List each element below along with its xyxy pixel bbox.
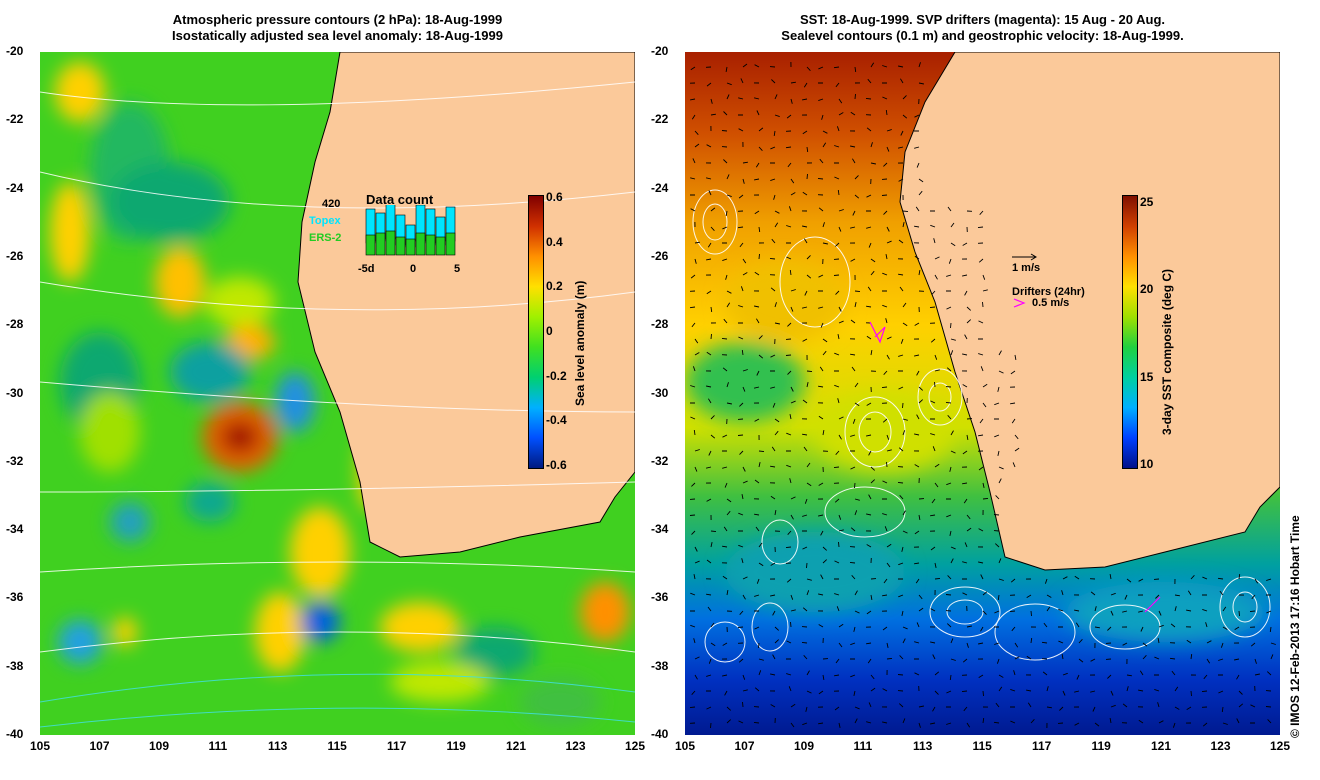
right-title-line2: Sealevel contours (0.1 m) and geostrophi…: [781, 28, 1184, 43]
drifter-legend-arrow: [1013, 298, 1026, 308]
left-x-tick-label: 105: [30, 739, 51, 753]
ers2-count-bar: [425, 234, 436, 256]
sea-level-colorbar-tick: -0.6: [546, 458, 567, 472]
ers2-count-bar: [385, 230, 396, 256]
data-count-max: 420: [322, 198, 341, 210]
left-y-tick-label: -40: [6, 727, 24, 741]
left-y-tick-label: -22: [6, 112, 24, 127]
right-y-tick-label: -38: [651, 658, 669, 673]
data-count-xtick-zero: 0: [410, 263, 417, 275]
velocity-legend-arrow: [1012, 253, 1037, 261]
data-count-xtick-max: 5: [454, 263, 461, 275]
left-x-tick-label: 111: [208, 739, 228, 753]
sea-level-colorbar-tick: -0.2: [546, 368, 567, 383]
right-y-tick-label: -20: [651, 44, 669, 58]
drifter-legend-value: 0.5 m/s: [1032, 297, 1070, 309]
sea-level-anomaly-map[interactable]: [40, 52, 635, 735]
left-y-tick-label: -38: [6, 658, 24, 673]
left-x-tick-label: 107: [89, 739, 110, 753]
right-y-tick-label: -30: [651, 385, 669, 400]
sst-colorbar-label: 3-day SST composite (deg C): [1160, 268, 1174, 435]
sea-level-colorbar-tick: 0: [546, 324, 553, 338]
data-count-histogram: [365, 205, 456, 256]
left-title-line2: Isostatically adjusted sea level anomaly…: [172, 28, 503, 43]
left-y-tick-label: -24: [6, 180, 24, 195]
left-x-tick-label: 121: [506, 739, 527, 753]
left-y-tick-label: -36: [6, 590, 24, 605]
sst-colorbar-tick: 25: [1140, 195, 1154, 209]
sst-colorbar-tick: 10: [1140, 457, 1154, 471]
data-count-xtick-min: -5d: [358, 263, 375, 275]
left-x-tick-label: 109: [149, 739, 170, 753]
right-x-tick-label: 107: [734, 739, 755, 753]
sst-colorbar-tick: 15: [1140, 369, 1154, 384]
left-y-tick-label: -30: [6, 385, 24, 400]
left-y-tick-label: -32: [6, 453, 24, 468]
left-y-tick-label: -34: [6, 522, 24, 537]
left-x-tick-label: 113: [268, 739, 288, 753]
sea-level-colorbar: [528, 195, 544, 469]
right-y-tick-label: -36: [651, 590, 669, 605]
sst-colorbar-tick: 20: [1140, 282, 1154, 297]
sea-level-colorbar-tick: 0.4: [546, 234, 563, 249]
right-x-tick-label: 125: [1270, 739, 1291, 753]
right-x-tick-label: 109: [794, 739, 815, 753]
data-count-ers2-label: ERS-2: [309, 232, 342, 244]
ers2-count-bar: [405, 238, 416, 256]
left-x-tick-label: 119: [446, 739, 466, 753]
right-x-tick-label: 111: [853, 739, 873, 753]
right-x-tick-label: 115: [972, 739, 992, 753]
ers2-count-bar: [375, 232, 386, 256]
left-y-tick-label: -26: [6, 248, 24, 263]
left-x-tick-label: 125: [625, 739, 646, 753]
sea-level-colorbar-tick: -0.4: [546, 413, 567, 428]
right-y-tick-label: -32: [651, 453, 669, 468]
right-x-tick-label: 113: [913, 739, 933, 753]
left-y-tick-label: -20: [6, 44, 24, 58]
right-x-tick-label: 105: [675, 739, 696, 753]
right-title-line1: SST: 18-Aug-1999. SVP drifters (magenta)…: [799, 12, 1166, 27]
ers2-count-bar: [365, 234, 376, 256]
data-count-topex-label: Topex: [309, 215, 341, 227]
left-x-tick-label: 117: [387, 739, 407, 753]
velocity-legend-label: 1 m/s: [1012, 262, 1041, 274]
sea-level-colorbar-tick: 0.6: [546, 190, 563, 204]
sea-level-colorbar-label: Sea level anomaly (m): [573, 280, 587, 406]
right-y-tick-label: -26: [651, 248, 669, 263]
left-x-tick-label: 123: [565, 739, 586, 753]
ers2-count-bar: [445, 232, 456, 256]
drifter-legend-title: Drifters (24hr): [1012, 286, 1085, 298]
right-y-tick-label: -28: [651, 317, 669, 332]
right-y-tick-label: -24: [651, 180, 669, 195]
left-title-line1: Atmospheric pressure contours (2 hPa): 1…: [172, 12, 503, 27]
sea-level-colorbar-tick: 0.2: [546, 279, 563, 294]
right-x-tick-label: 119: [1091, 739, 1111, 753]
right-x-tick-label: 121: [1151, 739, 1172, 753]
right-y-tick-label: -22: [651, 112, 669, 127]
credit-text: © IMOS 12-Feb-2013 17:16 Hobart Time: [1288, 515, 1302, 738]
left-x-tick-label: 115: [327, 739, 347, 753]
sst-map[interactable]: [685, 52, 1280, 735]
left-y-tick-label: -28: [6, 317, 24, 332]
data-count-title: Data count: [366, 192, 434, 207]
ers2-count-bar: [395, 236, 406, 256]
right-x-tick-label: 117: [1032, 739, 1052, 753]
geostrophic-velocity-arrows: [689, 61, 1276, 729]
sst-colorbar: [1122, 195, 1138, 469]
ers2-count-bar: [415, 232, 426, 256]
right-y-tick-label: -34: [651, 522, 669, 537]
right-x-tick-label: 123: [1210, 739, 1231, 753]
ers2-count-bar: [435, 236, 446, 256]
right-y-tick-label: -40: [651, 727, 669, 741]
